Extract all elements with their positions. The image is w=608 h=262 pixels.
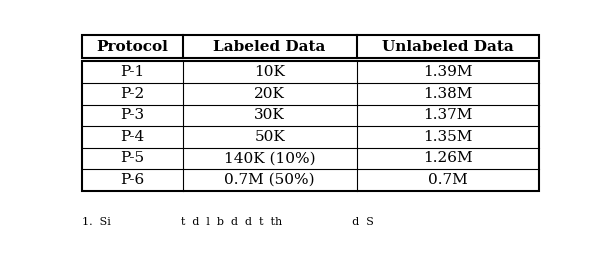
Text: 1.26M: 1.26M [423,151,473,166]
Text: 50K: 50K [254,130,285,144]
Text: P-1: P-1 [120,65,145,79]
Text: 1.38M: 1.38M [423,87,472,101]
Bar [82,62,539,191]
Bar [82,35,539,58]
Text: P-5: P-5 [120,151,145,166]
Text: Unlabeled Data: Unlabeled Data [382,40,514,54]
Text: P-2: P-2 [120,87,145,101]
Text: P-3: P-3 [120,108,145,122]
Text: 1.39M: 1.39M [423,65,473,79]
Text: P-6: P-6 [120,173,145,187]
Text: Protocol: Protocol [97,40,168,54]
Text: 1.  Si                    t  d  l  b  d  d  t  th                    d  S: 1. Si t d l b d d t th d S [82,217,374,227]
Text: 1.35M: 1.35M [423,130,472,144]
Text: 10K: 10K [254,65,285,79]
Text: 30K: 30K [254,108,285,122]
Text: 0.7M (50%): 0.7M (50%) [224,173,315,187]
Text: 0.7M: 0.7M [428,173,468,187]
Text: 1.37M: 1.37M [423,108,472,122]
Text: Labeled Data: Labeled Data [213,40,326,54]
Text: P-4: P-4 [120,130,145,144]
Text: 20K: 20K [254,87,285,101]
Text: 140K (10%): 140K (10%) [224,151,316,166]
